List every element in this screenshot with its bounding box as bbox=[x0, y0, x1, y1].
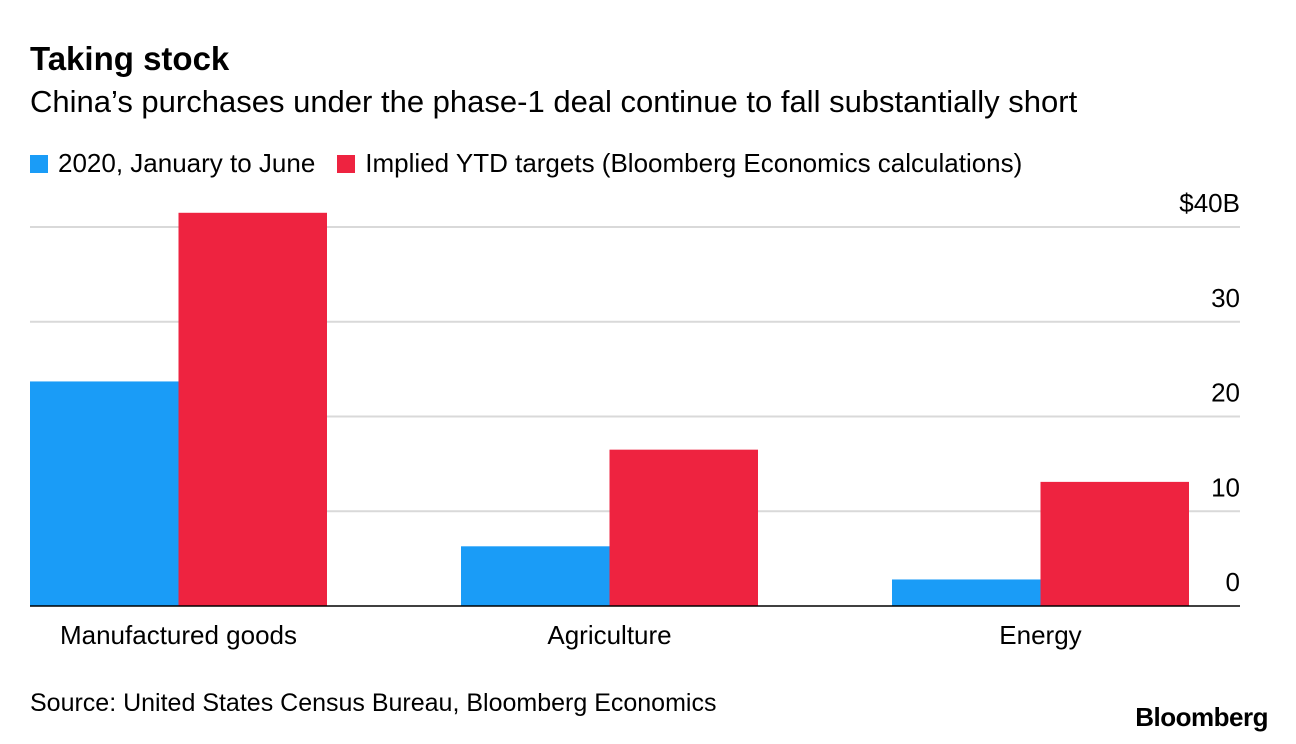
chart-subtitle: China’s purchases under the phase-1 deal… bbox=[30, 84, 1078, 119]
legend: 2020, January to June Implied YTD target… bbox=[30, 148, 1022, 179]
legend-item-targets: Implied YTD targets (Bloomberg Economics… bbox=[337, 148, 1022, 179]
legend-swatch-blue bbox=[30, 154, 48, 173]
x-tick-label: Agriculture bbox=[547, 620, 671, 650]
bar-2020-manufactured-goods bbox=[30, 381, 179, 606]
bar-2020-energy bbox=[892, 579, 1041, 606]
legend-swatch-red bbox=[337, 154, 356, 173]
legend-item-2020: 2020, January to June bbox=[30, 148, 315, 179]
legend-label: Implied YTD targets (Bloomberg Economics… bbox=[365, 148, 1023, 178]
y-tick-label: 20 bbox=[1211, 378, 1240, 408]
x-tick-label: Manufactured goods bbox=[60, 620, 297, 650]
source-note: Source: United States Census Bureau, Blo… bbox=[30, 689, 717, 717]
y-tick-label: 30 bbox=[1211, 283, 1240, 313]
bar-2020-agriculture bbox=[461, 546, 610, 606]
bar-target-agriculture bbox=[609, 449, 758, 606]
y-tick-label: $40B bbox=[1179, 188, 1240, 218]
chart-title: Taking stock bbox=[30, 40, 230, 77]
legend-label: 2020, January to June bbox=[58, 148, 316, 178]
y-tick-label: 10 bbox=[1211, 472, 1240, 502]
bar-target-energy bbox=[1040, 481, 1189, 606]
y-tick-label: 0 bbox=[1226, 567, 1240, 597]
bar-target-manufactured-goods bbox=[178, 212, 327, 606]
x-tick-label: Energy bbox=[999, 620, 1081, 650]
bloomberg-logo: Bloomberg bbox=[1135, 702, 1268, 732]
